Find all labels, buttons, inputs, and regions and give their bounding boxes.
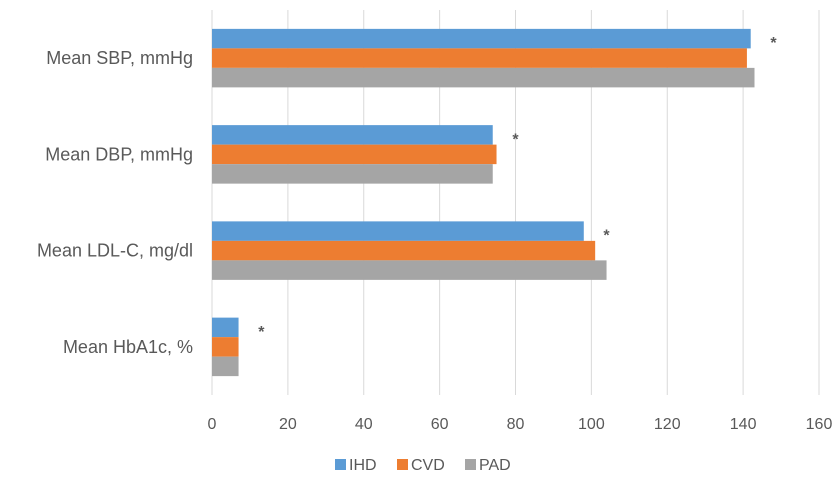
category-label: Mean SBP, mmHg [46, 48, 193, 68]
legend-label-ihd: IHD [349, 457, 377, 474]
x-tick-label: 100 [578, 416, 605, 433]
bar-cvd-3 [212, 337, 239, 357]
bar-cvd-0 [212, 48, 747, 68]
legend-label-pad: PAD [479, 457, 511, 474]
x-tick-label: 80 [507, 416, 525, 433]
bar-ihd-3 [212, 317, 239, 338]
significance-star: * [512, 131, 519, 148]
x-tick-label: 20 [279, 416, 297, 433]
bar-ihd-2 [212, 221, 584, 241]
significance-star: * [258, 324, 265, 341]
x-tick-label: 0 [208, 416, 217, 433]
significance-star: * [603, 228, 610, 245]
x-tick-label: 120 [654, 416, 681, 433]
bar-pad-0 [212, 67, 755, 88]
x-tick-label: 60 [431, 416, 449, 433]
significance-star: * [770, 35, 777, 52]
legend-swatch-pad [465, 459, 476, 470]
category-label: Mean HbA1c, % [63, 337, 193, 357]
x-tick-label: 40 [355, 416, 373, 433]
category-label: Mean LDL-C, mg/dl [37, 241, 193, 261]
bar-ihd-0 [212, 28, 751, 49]
bars [212, 28, 755, 377]
bar-pad-1 [212, 164, 493, 184]
bar-ihd-1 [212, 125, 493, 145]
legend-label-cvd: CVD [411, 457, 445, 474]
legend: IHD CVD PAD [335, 457, 511, 474]
bar-pad-2 [212, 260, 607, 280]
category-labels: Mean SBP, mmHg Mean DBP, mmHg Mean LDL-C, … [37, 48, 193, 357]
bar-pad-3 [212, 356, 239, 377]
x-tick-label: 140 [730, 416, 757, 433]
x-tick-labels: 0 20 40 60 80 100 120 140 160 [208, 416, 833, 433]
x-tick-label: 160 [806, 416, 833, 433]
bar-cvd-2 [212, 240, 596, 261]
bar-cvd-1 [212, 144, 497, 165]
legend-swatch-ihd [335, 459, 346, 470]
category-label: Mean DBP, mmHg [45, 144, 193, 164]
legend-swatch-cvd [397, 459, 408, 470]
significance-markers: * * * * [258, 35, 777, 341]
